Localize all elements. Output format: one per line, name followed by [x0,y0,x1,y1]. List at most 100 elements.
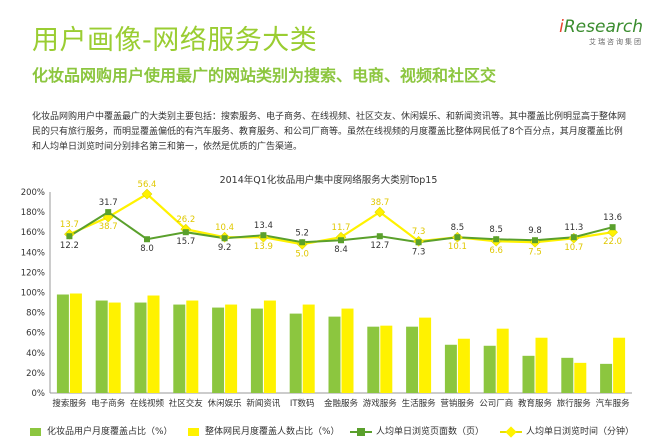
x-tick-label: 在线视频 [130,398,165,409]
point-pages [376,233,383,240]
bar-cosmetic-coverage [173,304,186,393]
label-time: 26.2 [176,215,195,225]
label-time: 6.6 [489,246,503,256]
bar-all-coverage [302,304,315,393]
label-pages: 8.5 [451,223,465,233]
bar-cosmetic-coverage [250,308,263,393]
legend-swatch [30,427,41,436]
page-subtitle: 化妆品网购用户使用最广的网站类别为搜索、电商、视频和社区交 [32,66,497,85]
label-time: 22.0 [603,237,622,247]
bar-all-coverage [263,300,276,393]
logo-text: Research [563,17,643,37]
legend-swatch [188,427,199,436]
bar-cosmetic-coverage [483,345,496,393]
chart-svg: 0% 20% 40% 60% 80% 100% 120% 140% 160% 180% 200% 搜索… [21,180,632,409]
label-pages: 11.3 [564,223,583,233]
x-tick-label: 公司厂商 [479,398,513,409]
legend-label: 化妆品用户月度覆盖占比（%） [47,427,173,437]
bar-all-coverage [380,325,393,393]
x-tick-label: 汽车服务 [596,398,631,409]
label-time: 38.7 [370,198,389,208]
y-tick-label: 200% [21,188,45,198]
logo-subtext: 艾瑞咨询集团 [589,38,643,46]
bar-cosmetic-coverage [134,302,147,393]
bar-all-coverage [535,337,548,393]
x-tick-label: 教育服务 [518,398,553,409]
label-pages: 8.4 [334,245,348,255]
label-time: 7.3 [412,227,426,237]
x-tick-label: 休闲娱乐 [208,398,243,409]
label-time: 10.7 [564,243,583,253]
legend-label: 人均单日浏览页面数（页） [376,427,485,437]
point-time [141,188,153,200]
legend-swatch [500,425,522,438]
page-title: 用户画像-网络服务大类 [32,25,318,56]
x-tick-label: 金融服务 [324,398,359,409]
bar-all-coverage [496,328,509,393]
bar-all-coverage [419,317,432,393]
label-pages: 13.4 [254,221,273,231]
y-tick-label: 40% [26,349,45,359]
legend-item-all-coverage: 整体网民月度覆盖人数占比（%） [188,424,340,437]
x-tick-label: 新闻资讯 [246,398,281,409]
legend-label: 整体网民月度覆盖人数占比（%） [205,427,340,437]
bar-cosmetic-coverage [406,326,419,393]
label-time: 38.7 [99,222,118,232]
bar-cosmetic-coverage [561,357,574,393]
x-tick-label: 营销服务 [440,398,475,409]
description-paragraph: 化妆品网购用户中覆盖最广的大类别主要包括：搜索服务、电子商务、在线视频、社区交友… [32,112,627,152]
y-tick-label: 80% [26,309,45,319]
legend-item-cosmetic-coverage: 化妆品用户月度覆盖占比（%） [30,424,173,437]
bar-cosmetic-coverage [444,344,457,393]
logo-wordmark: iResearch [559,17,643,37]
point-pages [260,232,267,239]
label-pages: 31.7 [99,198,118,208]
x-tick-label: 电子商务 [91,398,126,409]
iresearch-logo: iResearch 艾瑞咨询集团 [559,18,643,47]
label-time: 56.4 [138,180,157,190]
bar-cosmetic-coverage [289,313,302,393]
label-pages: 9.2 [218,243,232,253]
chart-title: 2014年Q1化妆品用户集中度网络服务大类别Top15 [219,175,438,186]
y-tick-label: 20% [26,369,45,379]
label-pages: 8.0 [140,244,154,254]
label-pages: 12.7 [370,241,389,251]
point-pages [415,239,422,246]
label-time: 11.7 [332,223,351,233]
y-tick-label: 180% [21,208,45,218]
bar-cosmetic-coverage [522,355,535,393]
point-pages [609,224,616,231]
y-tick-label: 60% [26,329,45,339]
label-pages: 15.7 [176,237,195,247]
point-pages [105,209,112,216]
bar-all-coverage [613,337,626,393]
label-pages: 9.8 [528,226,542,236]
bar-all-coverage [457,338,470,393]
label-pages: 7.3 [412,247,426,257]
legend-swatch [350,427,372,437]
point-pages [299,239,306,246]
point-pages [338,237,344,244]
legend-item-pages: 人均单日浏览页面数（页） [350,424,484,437]
bar-cosmetic-coverage [56,294,69,393]
bar-cosmetic-coverage [600,363,613,393]
bar-all-coverage [108,302,121,393]
x-tick-label: 搜索服务 [52,398,87,409]
point-pages [493,236,500,243]
label-pages: 8.5 [489,225,503,235]
legend-item-time: 人均单日浏览时间（分钟） [500,424,634,438]
label-time: 13.7 [60,220,79,230]
x-tick-label: 社区交友 [169,398,204,409]
y-tick-label: 140% [21,248,45,258]
point-pages [570,234,577,241]
bar-all-coverage [186,300,199,393]
label-time: 7.5 [528,247,542,257]
y-tick-label: 120% [21,268,45,278]
bar-cosmetic-coverage [212,307,225,393]
x-tick-label: IT数码 [290,398,315,409]
y-tick-label: 100% [21,289,45,299]
bar-all-coverage [69,293,82,393]
y-tick-label: 160% [21,228,45,238]
label-pages: 12.2 [60,241,79,251]
bar-cosmetic-coverage [328,316,341,393]
